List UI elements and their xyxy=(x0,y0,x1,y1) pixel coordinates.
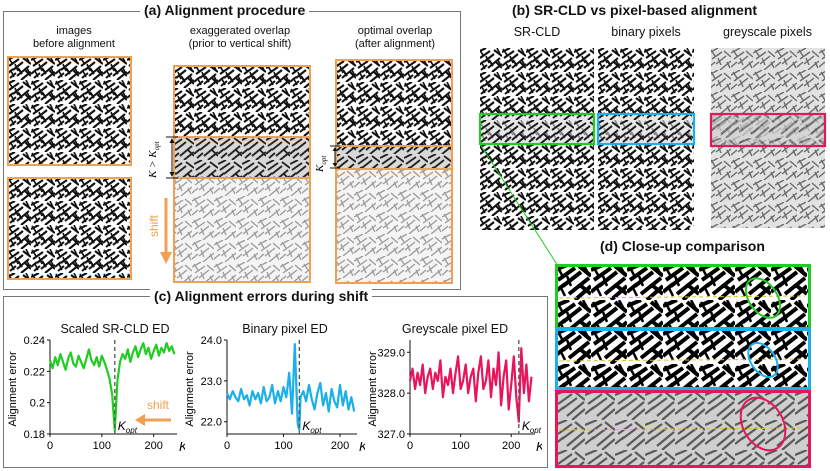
series-line xyxy=(225,343,356,432)
y-axis-label: Alignment error xyxy=(367,351,379,427)
y-tick-label: 23.0 xyxy=(201,376,222,388)
k-greater-bracket: K > Kopt xyxy=(147,136,178,179)
col2-label: exaggerated overlap (prior to vertical s… xyxy=(170,25,310,51)
chart-grey: 327.0 328.0 329.0 0 100 200 K Alignment error Ko… xyxy=(367,340,542,454)
x-tick-label: 0 xyxy=(407,440,413,452)
closeup-binary xyxy=(555,328,811,390)
col1-label-line2: before alignment xyxy=(33,38,115,50)
x-tick-label: 0 xyxy=(224,440,230,452)
closeup-grey xyxy=(555,390,811,468)
svg-text:K > Kopt: K > Kopt xyxy=(147,140,161,179)
y-tick-label: 24.0 xyxy=(201,336,222,347)
image-top-before xyxy=(7,56,132,166)
y-axis-label: Alignment error xyxy=(185,351,196,427)
shift-label-c: shift xyxy=(147,398,170,412)
x-tick-label: 0 xyxy=(47,440,53,452)
kopt-label: Kopt xyxy=(522,419,542,435)
col-srcld-label: SR-CLD xyxy=(513,25,561,39)
exaggerated-overlap xyxy=(173,65,311,283)
shift-arrowhead-c xyxy=(135,414,145,426)
y-tick-label: 22.0 xyxy=(201,417,222,429)
col1-label-line1: images xyxy=(56,25,92,37)
optimal-overlap xyxy=(335,59,453,284)
col-grey-label: greyscale pixels xyxy=(723,25,812,39)
panel-a-title: (a) Alignment procedure xyxy=(140,2,310,18)
x-tick-label: 200 xyxy=(502,440,520,452)
chart3-title: Greyscale pixel ED xyxy=(401,322,509,336)
x-axis-label: K xyxy=(359,439,365,454)
k-gt-sub: opt xyxy=(153,140,161,150)
closeup-srcld xyxy=(555,264,811,330)
shift-text-a: shift xyxy=(148,214,161,237)
col2-label-line1: exaggerated overlap xyxy=(189,25,291,37)
y-tick-label: 0.18 xyxy=(24,429,45,441)
x-tick-label: 100 xyxy=(451,440,469,452)
srcld-stack xyxy=(478,48,596,230)
kopt-sub: opt xyxy=(530,426,542,435)
shift-arrow: shift xyxy=(148,198,172,264)
x-tick-label: 100 xyxy=(93,440,111,452)
y-tick-label: 0.2 xyxy=(30,398,45,410)
k-gt-text: K > K xyxy=(147,150,159,179)
series-line xyxy=(408,347,533,423)
svg-text:Kopt: Kopt xyxy=(314,155,328,173)
chart2-title: Binary pixel ED xyxy=(242,322,328,336)
series-line xyxy=(48,341,176,433)
col-binary-label: binary pixels xyxy=(611,25,681,39)
kopt-label: Kopt xyxy=(118,419,138,435)
binary-stack xyxy=(596,48,696,230)
chart-srcld: 0.18 0.2 0.22 0.24 0 100 200 K Alignment error Ko… xyxy=(7,336,185,454)
y-tick-label: 0.22 xyxy=(24,366,45,378)
x-tick-label: 200 xyxy=(144,440,162,452)
x-tick-label: 200 xyxy=(331,440,349,452)
k-opt-sub: opt xyxy=(320,155,328,165)
panel-b-title: (b) SR-CLD vs pixel-based alignment xyxy=(508,2,762,18)
x-axis-label: K xyxy=(536,439,542,454)
k-opt-text: K xyxy=(314,164,326,173)
y-tick-label: 327.0 xyxy=(377,429,405,441)
k-opt-bracket: Kopt xyxy=(314,145,340,173)
image-bottom-before xyxy=(7,177,132,280)
kopt-label: Kopt xyxy=(302,419,322,435)
col3-label: optimal overlap (after alignment) xyxy=(330,25,460,51)
y-tick-label: 329.0 xyxy=(377,347,405,359)
kopt-sub: opt xyxy=(310,426,322,435)
kopt-sub: opt xyxy=(126,426,138,435)
chart1-title: Scaled SR-CLD ED xyxy=(60,322,170,336)
x-tick-label: 100 xyxy=(274,440,292,452)
y-axis-label: Alignment error xyxy=(7,351,19,427)
x-axis-label: K xyxy=(179,439,185,454)
y-tick-label: 328.0 xyxy=(377,388,405,400)
col1-label: images before alignment xyxy=(10,25,138,51)
y-tick-label: 0.24 xyxy=(24,336,45,347)
zoom-connector xyxy=(479,143,559,267)
col3-label-line2: (after alignment) xyxy=(354,38,436,50)
panel-c-title: (c) Alignment errors during shift xyxy=(150,288,373,304)
chart-binary: 22.0 23.0 24.0 0 100 200 K Alignment error Kopt xyxy=(185,336,365,454)
col2-label-line2: (prior to vertical shift) xyxy=(188,38,292,50)
grey-stack xyxy=(709,48,827,228)
col3-label-line1: optimal overlap xyxy=(357,25,433,37)
panel-d-title: (d) Close-up comparison xyxy=(596,238,769,254)
